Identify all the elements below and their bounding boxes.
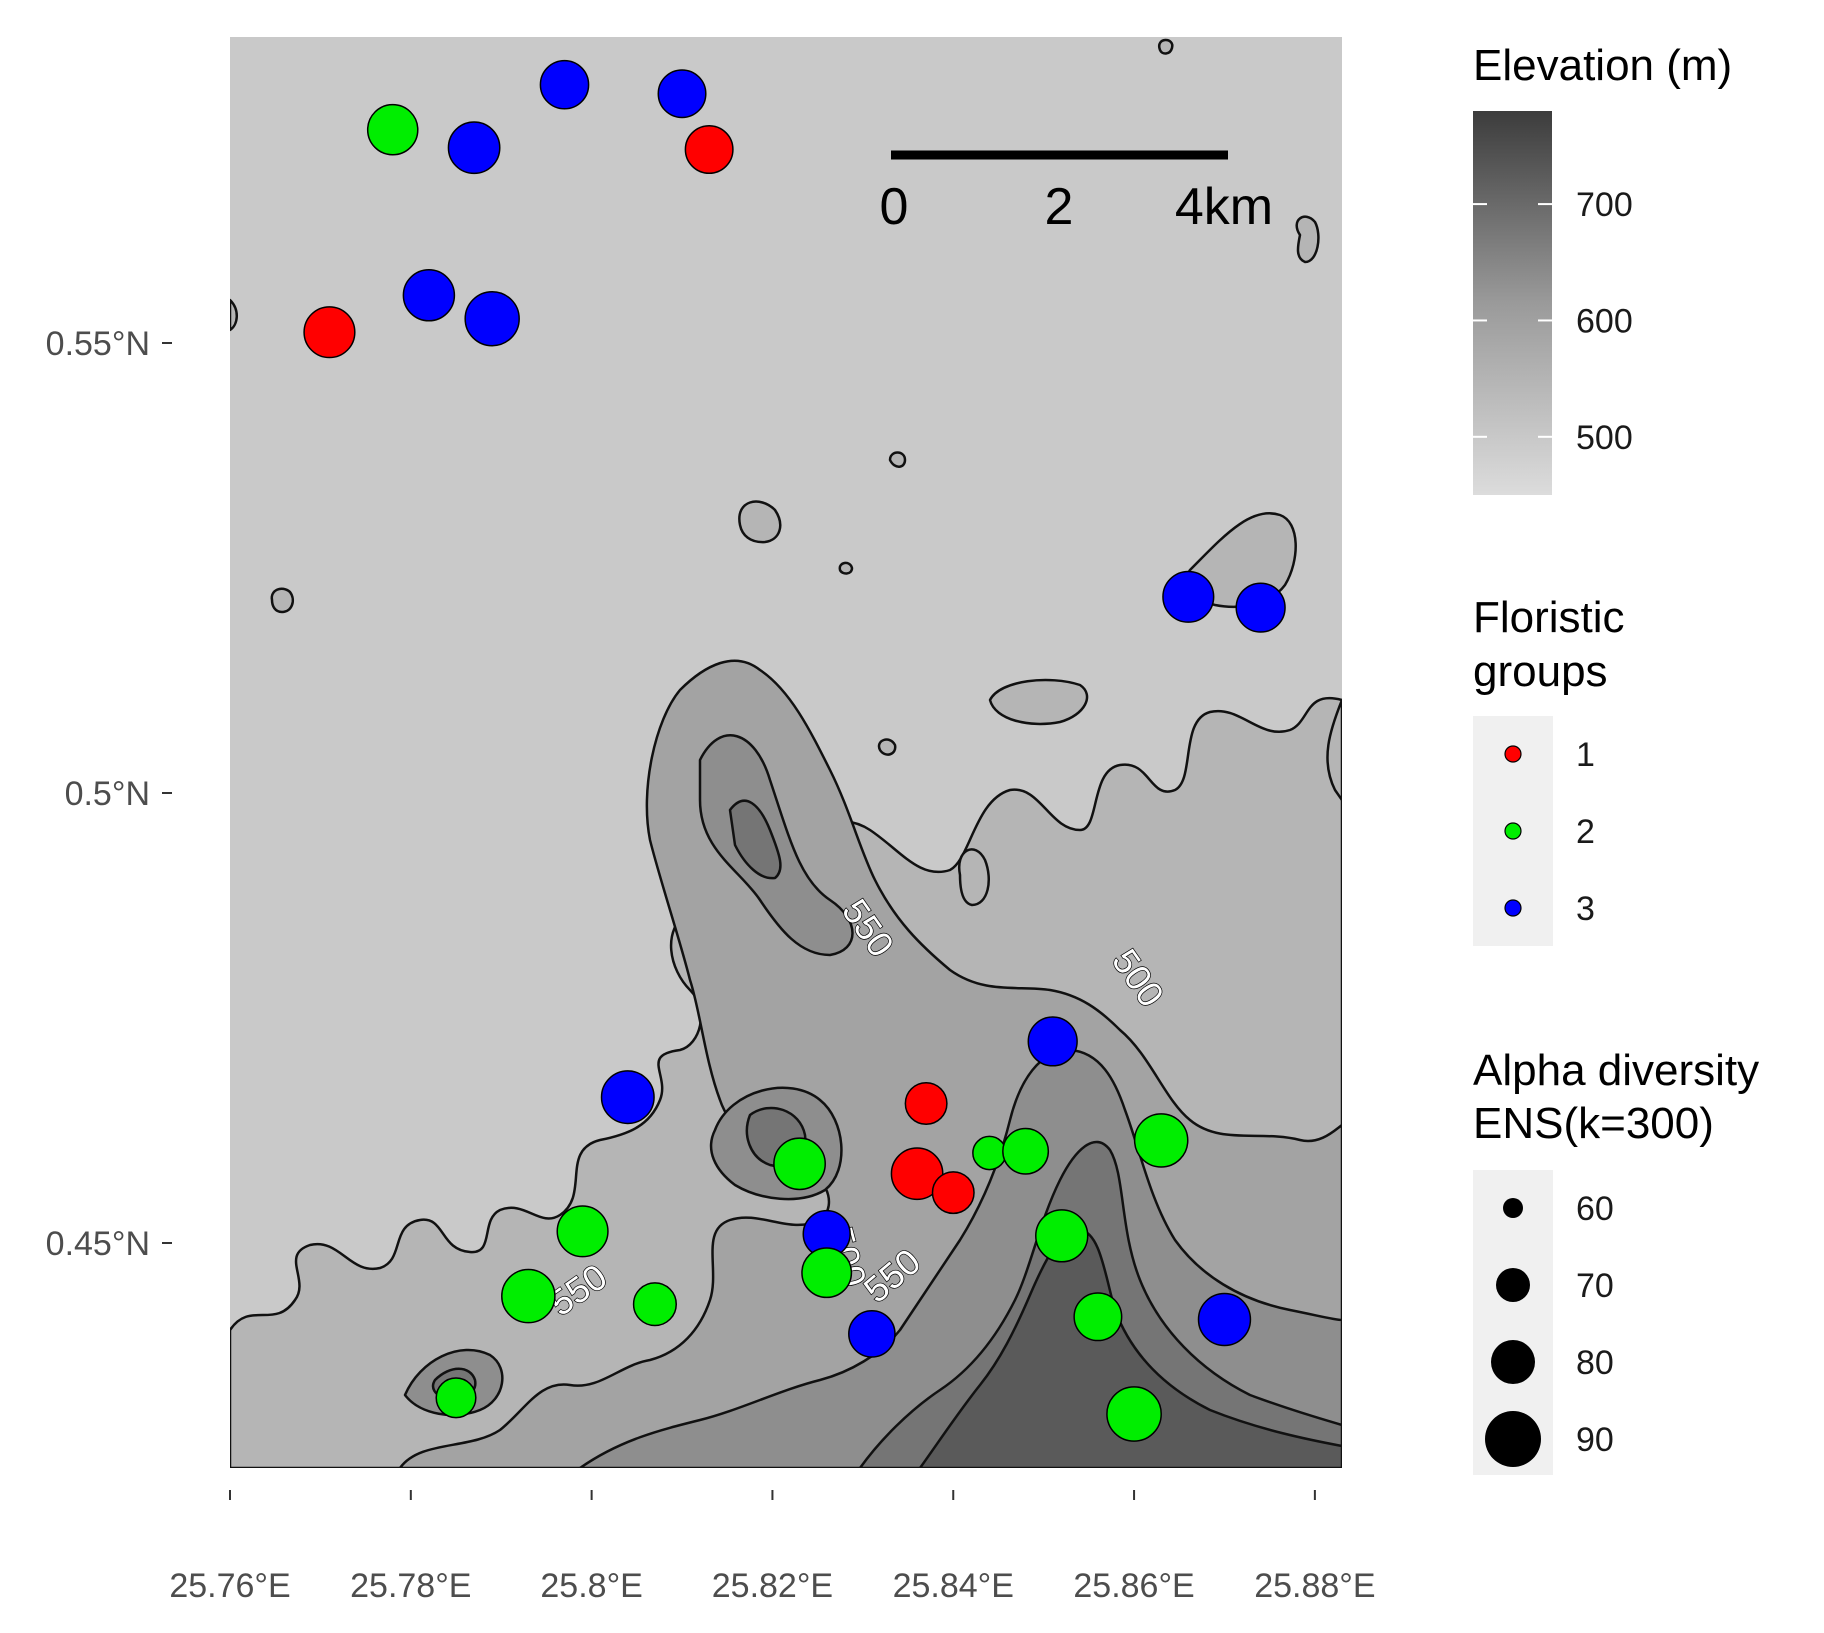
y-tick-label: 0.45°N (46, 1225, 150, 1263)
legend-size-swatch (1491, 1340, 1535, 1384)
contour-blob-6 (838, 561, 854, 575)
legend-alpha-title-line2: ENS(k=300) (1473, 1099, 1714, 1148)
scale-label-4km: 4km (1175, 178, 1273, 236)
contour-blob-1 (738, 500, 782, 544)
elevation-tick-label: 500 (1576, 419, 1633, 457)
legend-size-label: 60 (1576, 1190, 1614, 1228)
x-tick-label: 25.84°E (893, 1567, 1014, 1605)
plot-point-group-1 (303, 306, 356, 359)
legend-group-swatch (1504, 745, 1522, 763)
legend-group-label: 3 (1576, 890, 1595, 928)
plot-point-group-1 (890, 1147, 944, 1201)
plot-point-group-3 (539, 59, 590, 110)
plot-point-group-1 (684, 124, 734, 175)
plot-point-group-3 (1162, 570, 1215, 623)
x-axis: 25.76°E 25.78°E 25.8°E 25.82°E 25.84°E 25.86°… (169, 1490, 1376, 1605)
legend-size-label: 90 (1576, 1421, 1614, 1459)
legend-alpha-keys: 60 70 80 90 (1485, 1190, 1614, 1467)
plot-point-group-3 (1235, 582, 1286, 633)
legend-size-label: 70 (1576, 1267, 1614, 1305)
legend-elevation-title: Elevation (m) (1473, 41, 1732, 90)
elevation-tick-label: 700 (1576, 186, 1633, 224)
contour-blob-7 (877, 738, 897, 756)
plot-point-group-2 (1133, 1113, 1189, 1168)
contour-blob-3 (1295, 215, 1320, 264)
plot-point-group-2 (1035, 1209, 1089, 1263)
y-axis: 0.55°N 0.5°N 0.45°N (46, 325, 172, 1263)
legend-floristic-groups: Floristic groups 1 2 3 (1473, 593, 1625, 946)
plot-points (303, 59, 1286, 1442)
contour-blob-10 (230, 298, 238, 332)
legend-group-label: 2 (1576, 813, 1595, 851)
y-tick-label: 0.5°N (65, 775, 150, 813)
plot-point-group-3 (600, 1070, 655, 1125)
x-tick-label: 25.76°E (169, 1567, 290, 1605)
plot-point-group-3 (464, 290, 520, 347)
plot-point-group-2 (366, 103, 419, 156)
legend-alpha-diversity: Alpha diversity ENS(k=300) 60 70 80 90 (1473, 1046, 1759, 1475)
x-tick-label: 25.88°E (1254, 1567, 1375, 1605)
plot-point-group-2 (1002, 1127, 1050, 1175)
legend-groups-title-line1: Floristic (1473, 593, 1625, 642)
plot-point-group-2 (1106, 1386, 1162, 1442)
elevation-tick-label: 600 (1576, 302, 1633, 340)
legend-groups-keys: 1 2 3 (1504, 736, 1595, 928)
plot-point-group-2 (773, 1137, 826, 1191)
plot-point-group-3 (402, 269, 456, 322)
elevation-colorbar-ticks: 700 600 500 (1473, 186, 1633, 457)
plot-point-group-1 (904, 1081, 948, 1126)
contour-blob-9 (888, 451, 907, 468)
legend-group-swatch (1504, 899, 1522, 917)
plot-point-group-3 (657, 69, 707, 119)
contour-blob-8 (1326, 698, 1342, 802)
contour-blob-4 (270, 587, 294, 614)
plot-point-group-3 (447, 121, 501, 175)
contour-blob-east (988, 678, 1089, 726)
legend-size-swatch (1485, 1411, 1541, 1467)
plot-point-group-2 (556, 1205, 609, 1258)
legend-size-swatch (1496, 1268, 1530, 1302)
legend-size-swatch (1503, 1198, 1523, 1218)
plot-point-group-2 (801, 1247, 853, 1299)
scale-bar: 0 2 4km (880, 150, 1273, 236)
plot-point-group-2 (501, 1268, 556, 1324)
y-tick-label: 0.55°N (46, 325, 150, 363)
x-tick-label: 25.8°E (540, 1567, 642, 1605)
plot-point-group-2 (972, 1135, 1007, 1171)
plot-point-group-2 (435, 1377, 477, 1419)
scale-label-2: 2 (1045, 178, 1074, 236)
contour-blob-5 (1157, 38, 1174, 55)
plot-point-group-3 (1027, 1016, 1078, 1067)
x-tick-label: 25.78°E (350, 1567, 471, 1605)
plot-point-group-2 (1073, 1292, 1123, 1342)
legend-size-label: 80 (1576, 1344, 1614, 1382)
contour-ridge-west-top (728, 799, 782, 880)
plot-point-group-3 (1197, 1292, 1252, 1347)
plot-point-group-1 (931, 1171, 975, 1215)
elevation-contours (230, 38, 1342, 1468)
plot-point-group-3 (848, 1310, 896, 1358)
scale-label-0: 0 (880, 178, 909, 236)
legend-elevation: Elevation (m) 700 600 500 (1473, 41, 1732, 495)
x-tick-label: 25.86°E (1073, 1567, 1194, 1605)
legend-alpha-title-line1: Alpha diversity (1473, 1046, 1759, 1095)
legend-groups-title-line2: groups (1473, 647, 1608, 696)
legend-group-swatch (1504, 822, 1522, 840)
legend-group-label: 1 (1576, 736, 1595, 774)
x-tick-label: 25.82°E (712, 1567, 833, 1605)
contour-blob-2 (957, 848, 990, 907)
plot-point-group-2 (632, 1282, 677, 1327)
elevation-colorbar (1473, 111, 1552, 495)
